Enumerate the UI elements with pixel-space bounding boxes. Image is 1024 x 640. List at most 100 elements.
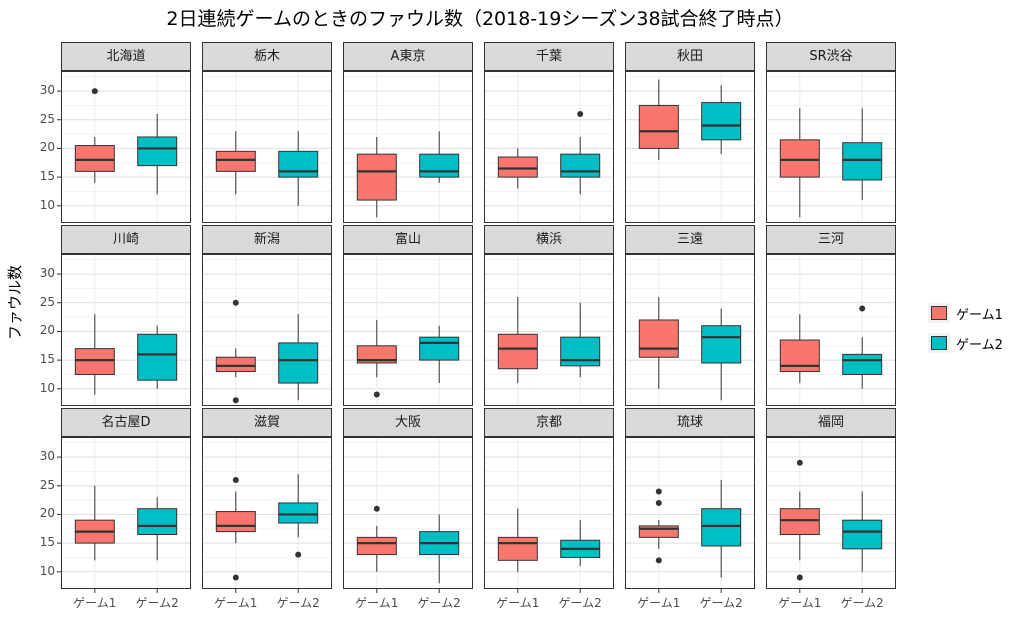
facet-strip-label: 新潟	[202, 225, 332, 254]
box-iqr	[356, 153, 397, 201]
panel-border	[484, 254, 614, 406]
facet-strip-label: 大阪	[343, 408, 473, 437]
box-iqr	[497, 156, 538, 178]
boxplot-game2	[137, 325, 178, 389]
boxplot-game2	[701, 85, 742, 155]
y-tick-label: 20	[39, 140, 55, 155]
outlier-point	[373, 391, 380, 398]
facet-plot-area	[625, 71, 755, 223]
y-tick-label: 20	[39, 323, 55, 338]
y-tick-label: 25	[39, 477, 55, 492]
box-iqr	[701, 102, 742, 141]
facet-strip-label: 琉球	[625, 408, 755, 437]
outlier-point	[232, 299, 239, 306]
boxplot-game1	[74, 485, 115, 561]
y-tick-label: 10	[39, 380, 55, 395]
box-iqr	[215, 356, 256, 373]
box-iqr	[842, 353, 883, 375]
facet-plot-area	[484, 437, 614, 593]
facet-plot-area	[57, 254, 191, 406]
x-tick-label: ゲーム1	[355, 596, 399, 610]
box-iqr	[842, 142, 883, 181]
box-iqr	[137, 333, 178, 381]
outlier-point	[295, 551, 302, 558]
y-tick-label: 30	[39, 83, 55, 98]
boxplot-game2	[842, 305, 883, 389]
x-tick-label: ゲーム1	[637, 596, 681, 610]
facet-plot-area	[625, 437, 755, 593]
box-iqr	[278, 502, 319, 524]
facet-plot-area	[766, 437, 896, 593]
boxplot-game2	[560, 111, 601, 195]
facet-plot-area	[484, 71, 614, 223]
box-iqr	[278, 150, 319, 178]
box-iqr	[560, 153, 601, 178]
panel-border	[343, 437, 473, 589]
box-iqr	[638, 525, 679, 538]
facet-strip-label: A東京	[343, 42, 473, 71]
x-tick-label: ゲーム2	[699, 596, 743, 610]
boxplot-game1	[74, 88, 115, 183]
facet-strip-label: 滋賀	[202, 408, 332, 437]
panel-border	[202, 71, 332, 223]
boxplot-game1	[74, 314, 115, 395]
outlier-point	[655, 557, 662, 564]
facet-plot-area	[202, 437, 332, 593]
box-iqr	[137, 508, 178, 536]
panel-border	[343, 254, 473, 406]
box-iqr	[74, 145, 115, 172]
x-tick-label: ゲーム1	[778, 596, 822, 610]
y-tick-label: 30	[39, 449, 55, 464]
y-tick-label: 30	[39, 266, 55, 281]
box-iqr	[701, 325, 742, 364]
box-iqr	[419, 153, 460, 178]
panel-border	[484, 437, 614, 589]
y-tick-label: 20	[39, 506, 55, 521]
facet-strip-label: 名古屋D	[61, 408, 191, 437]
x-tick-label: ゲーム2	[135, 596, 179, 610]
legend-swatch-game1	[931, 306, 947, 320]
boxplot-game2	[419, 325, 460, 384]
facet-plot-area	[343, 71, 473, 223]
facet-plot-area	[766, 71, 896, 223]
panel-border	[61, 254, 191, 406]
box-iqr	[842, 519, 883, 550]
box-iqr	[497, 536, 538, 561]
box-iqr	[356, 536, 397, 556]
box-iqr	[356, 345, 397, 364]
boxplot-game2	[278, 314, 319, 401]
outlier-point	[232, 477, 239, 484]
box-iqr	[74, 348, 115, 375]
x-tick-label: ゲーム2	[417, 596, 461, 610]
boxplot-game2	[560, 302, 601, 378]
facet-strip-label: 三河	[766, 225, 896, 254]
boxplot-game1	[356, 319, 397, 398]
box-iqr	[701, 508, 742, 547]
outlier-point	[373, 505, 380, 512]
facet-strip-label: SR渋谷	[766, 42, 896, 71]
y-axis-label: ファウル数	[6, 264, 24, 340]
facet-strip-label: 千葉	[484, 42, 614, 71]
legend-swatch-game2	[931, 336, 947, 350]
box-iqr	[779, 508, 820, 536]
y-tick-label: 15	[39, 535, 55, 550]
facet-strip-label: 栃木	[202, 42, 332, 71]
y-tick-label: 25	[39, 294, 55, 309]
legend-label-game1: ゲーム1	[956, 308, 1003, 323]
facet-plot-area	[343, 437, 473, 593]
facet-plot-area	[484, 254, 614, 406]
facet-strip-label: 秋田	[625, 42, 755, 71]
boxplot-game2	[278, 474, 319, 558]
box-iqr	[137, 136, 178, 167]
x-tick-label: ゲーム1	[73, 596, 117, 610]
boxplot-game1	[356, 136, 397, 218]
facet-plot-area	[202, 71, 332, 223]
y-tick-label: 10	[39, 563, 55, 578]
y-tick-label: 25	[39, 111, 55, 126]
outlier-point	[796, 459, 803, 466]
x-tick-label: ゲーム2	[276, 596, 320, 610]
facet-plot-area	[57, 437, 191, 593]
panel-border	[484, 71, 614, 223]
y-tick-label: 15	[39, 352, 55, 367]
panel-border	[766, 254, 896, 406]
